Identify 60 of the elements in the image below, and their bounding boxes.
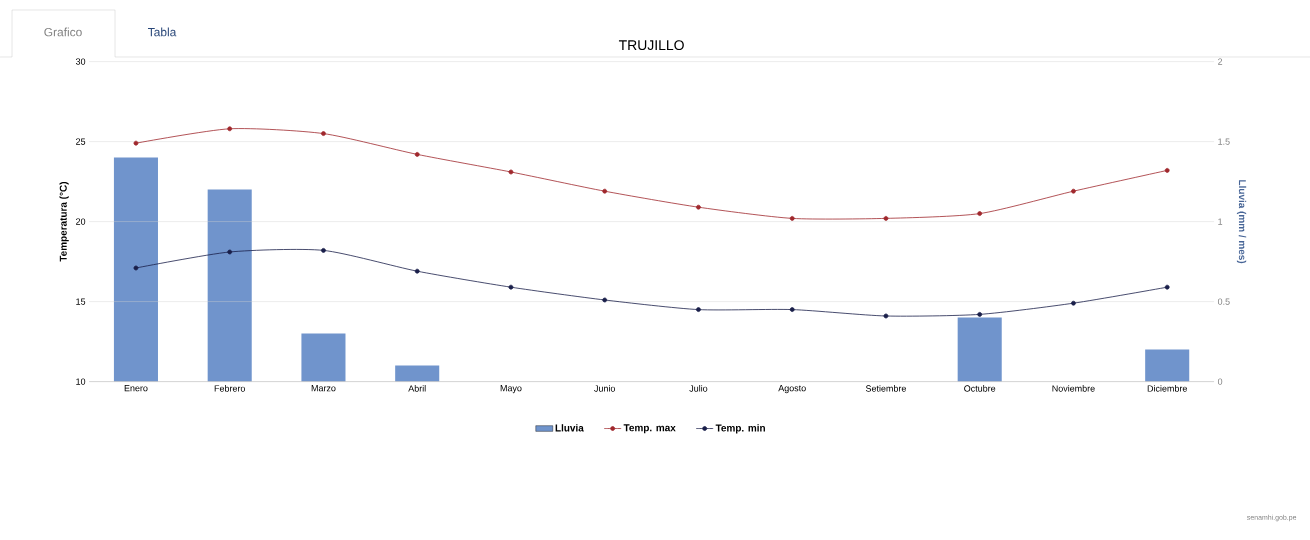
y2-tick-label: 0.5 bbox=[1217, 298, 1230, 305]
x-tick-label: Enero bbox=[124, 385, 148, 392]
bar bbox=[301, 333, 346, 382]
legend-label: Temp. max bbox=[623, 424, 676, 434]
bar bbox=[1145, 349, 1190, 382]
point bbox=[696, 307, 701, 312]
y2-axis-title: Lluvia (mm / mes) bbox=[1236, 180, 1247, 264]
x-tick-label: Setiembre bbox=[865, 385, 906, 392]
point bbox=[883, 313, 889, 319]
x-tick-label: Noviembre bbox=[1052, 385, 1095, 392]
y2-tick-label: 2 bbox=[1218, 58, 1223, 65]
y-tick-label: 30 bbox=[75, 58, 86, 65]
point bbox=[227, 126, 233, 132]
point bbox=[602, 188, 608, 194]
y2-tick-label: 0 bbox=[1217, 378, 1223, 385]
point bbox=[1071, 188, 1076, 194]
point bbox=[227, 249, 233, 255]
y-tick-label: 10 bbox=[76, 378, 86, 385]
point bbox=[977, 211, 983, 216]
point bbox=[414, 151, 420, 157]
x-tick-label: Agosto bbox=[778, 385, 806, 394]
point bbox=[508, 169, 514, 175]
point bbox=[508, 284, 514, 290]
y-tick-label: 15 bbox=[76, 298, 86, 305]
x-tick-label: Mayo bbox=[500, 385, 522, 394]
point bbox=[696, 204, 701, 210]
point bbox=[414, 268, 420, 274]
point bbox=[133, 140, 139, 146]
y2-tick-label: 1.5 bbox=[1218, 138, 1230, 145]
bar bbox=[957, 317, 1002, 382]
chart-title: TRUJILLO bbox=[618, 40, 684, 51]
x-tick-label: Octubre bbox=[964, 385, 996, 392]
x-tick-label: Junio bbox=[594, 385, 616, 392]
y-tick-label: 20 bbox=[76, 218, 86, 225]
y-tick-label: 25 bbox=[76, 138, 86, 145]
point bbox=[789, 215, 795, 221]
x-tick-label: Febrero bbox=[214, 385, 246, 392]
bar bbox=[395, 365, 440, 382]
point bbox=[321, 131, 326, 136]
x-tick-label: Abril bbox=[408, 385, 426, 392]
point bbox=[883, 215, 889, 221]
x-tick-label: Marzo bbox=[311, 385, 336, 392]
point bbox=[602, 297, 608, 303]
point bbox=[1164, 284, 1170, 290]
point bbox=[1071, 300, 1076, 306]
y-axis-title: Temperatura (°C) bbox=[59, 181, 69, 262]
x-tick-label: Julio bbox=[689, 385, 708, 392]
bar bbox=[207, 189, 252, 382]
text: Grafico bbox=[44, 27, 82, 37]
bar bbox=[113, 157, 158, 382]
text: Tabla bbox=[147, 27, 177, 37]
point bbox=[321, 247, 326, 253]
point bbox=[1164, 167, 1170, 173]
y2-tick-label: 1 bbox=[1218, 218, 1223, 225]
legend-label: Temp. min bbox=[715, 424, 765, 434]
point bbox=[789, 307, 795, 312]
point bbox=[977, 311, 983, 317]
x-tick-label: Diciembre bbox=[1147, 385, 1187, 392]
point bbox=[133, 265, 139, 271]
legend-label: Lluvia bbox=[555, 424, 584, 432]
